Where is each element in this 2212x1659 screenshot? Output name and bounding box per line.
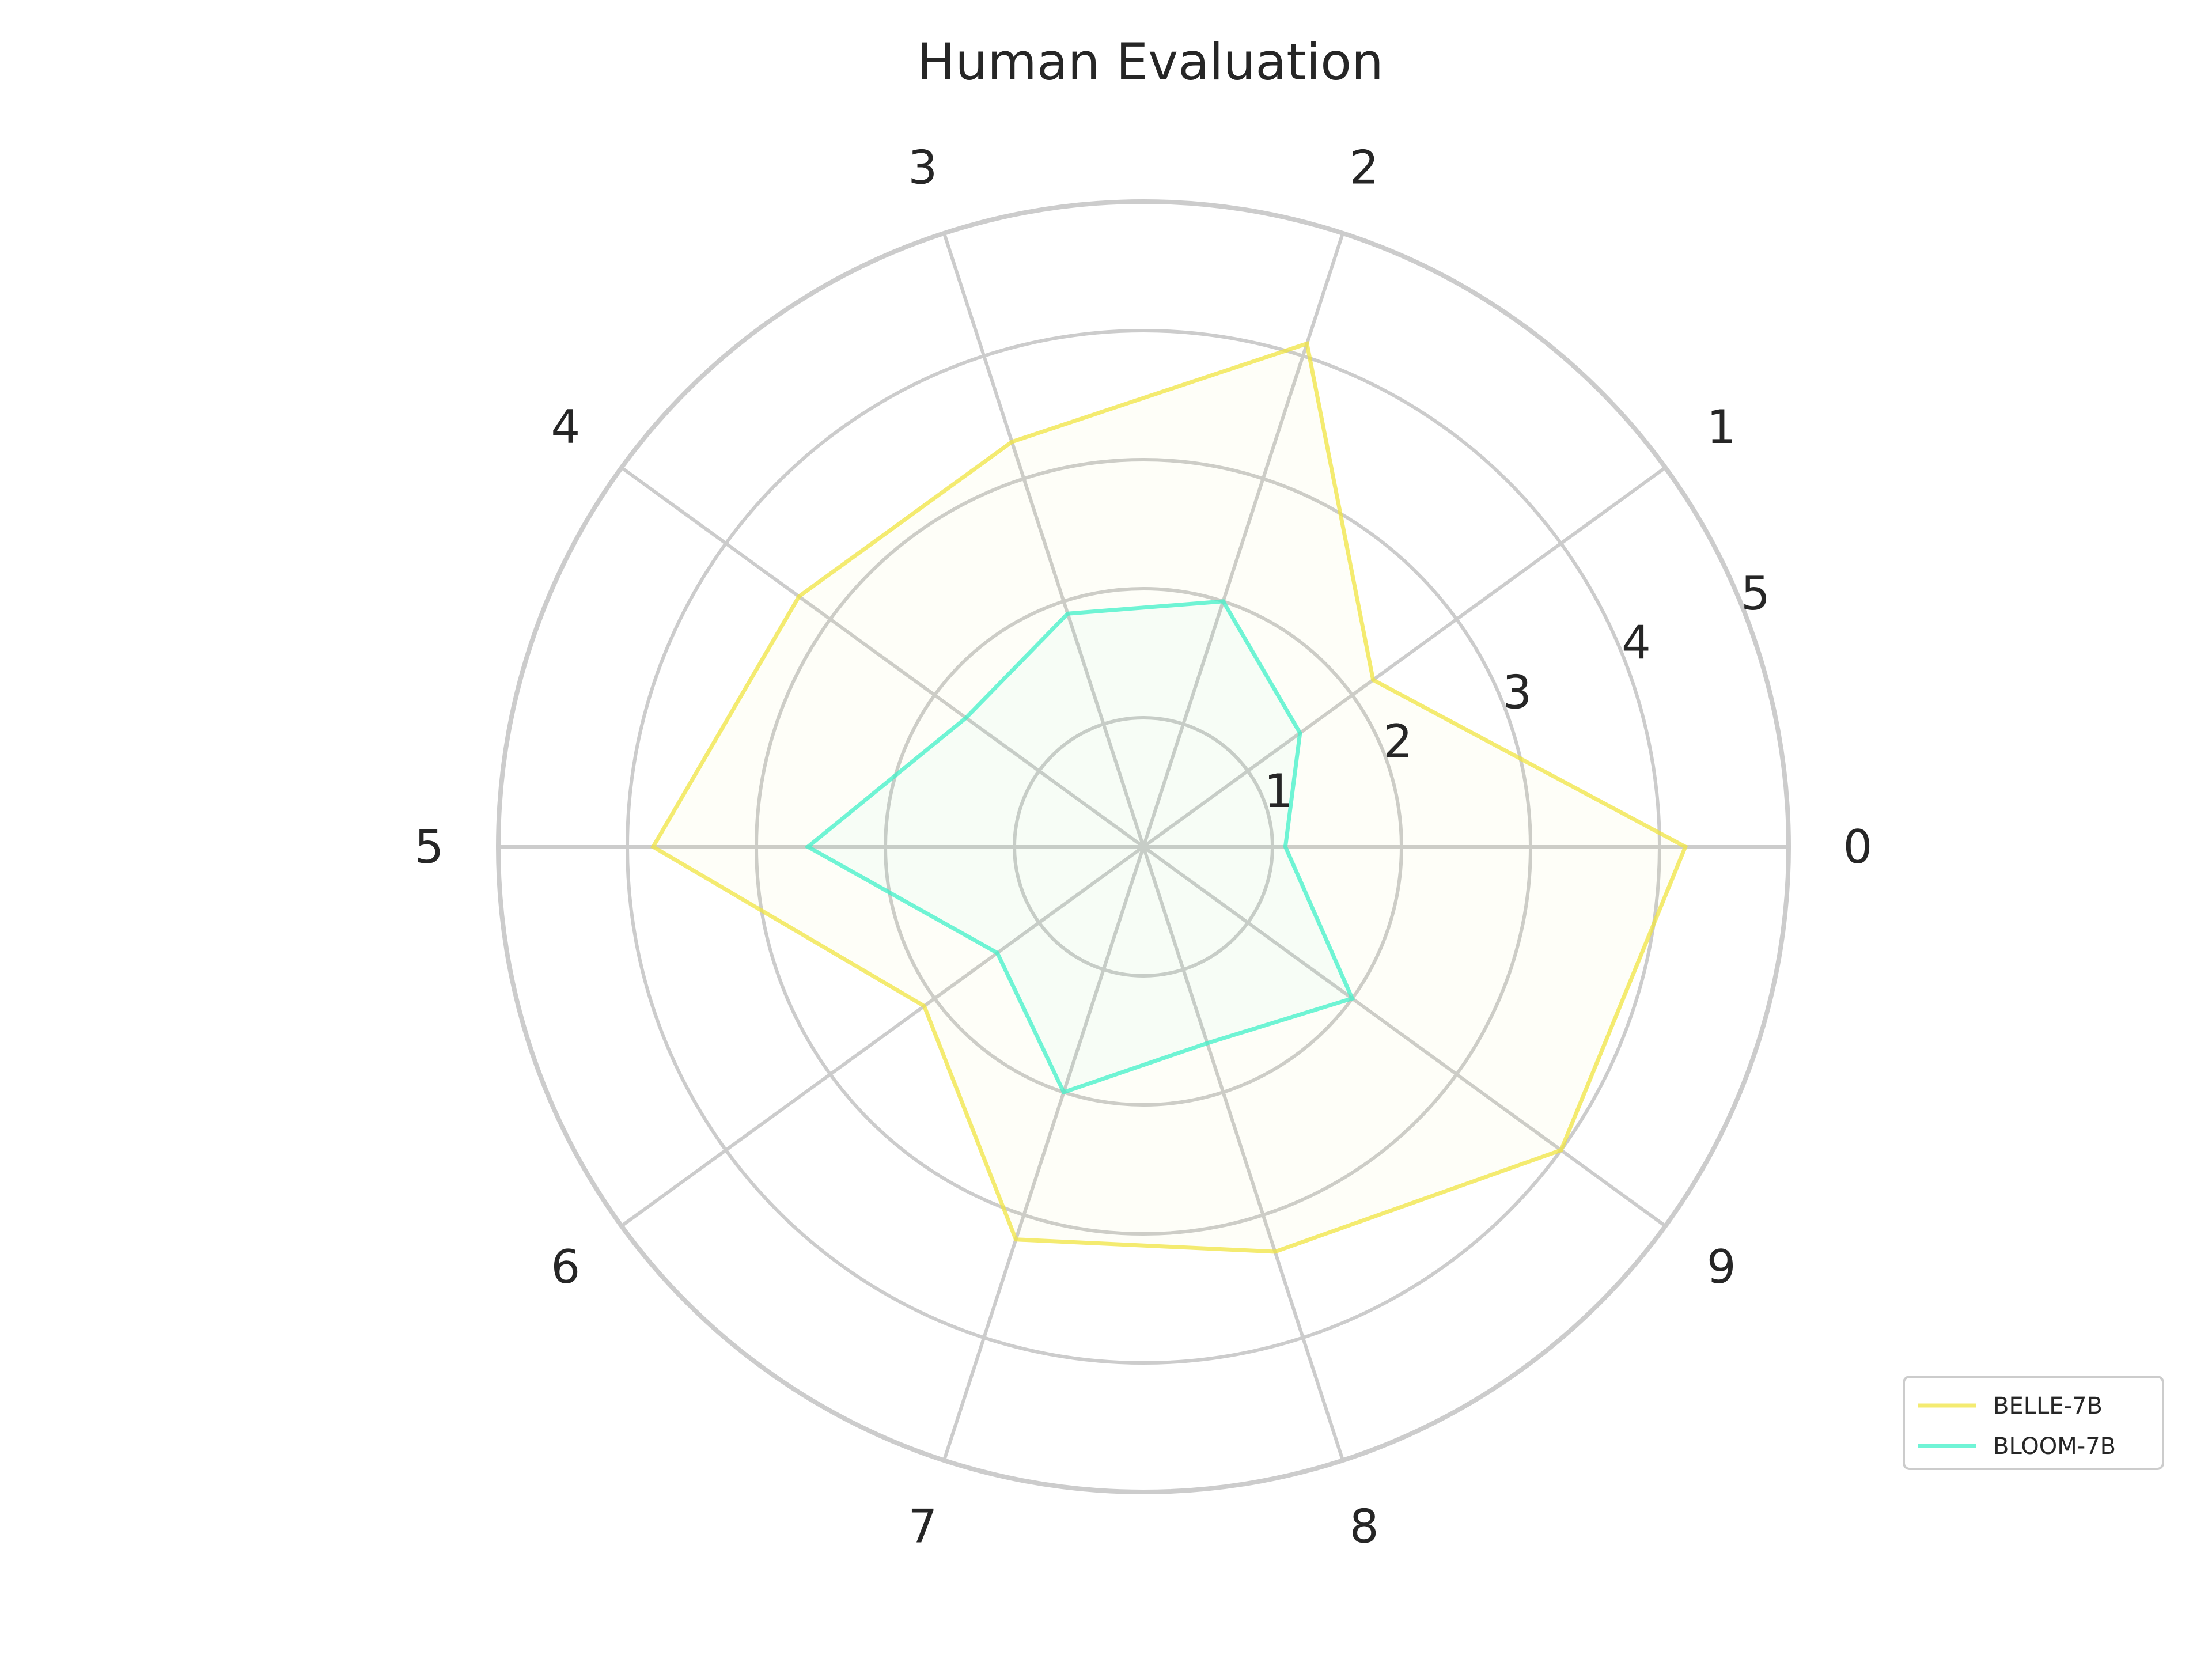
series-line-BELLE-7B xyxy=(650,340,1688,1254)
category-label-5: 5 xyxy=(415,820,444,874)
grid-spoke-6 xyxy=(620,845,1145,1228)
category-label-7: 7 xyxy=(908,1499,937,1553)
point-BELLE-7B-5 xyxy=(653,846,654,847)
point-BLOOM-7B-1 xyxy=(1300,733,1301,734)
radial-tick-3: 3 xyxy=(1502,665,1532,719)
grid-spoke-3 xyxy=(942,232,1145,847)
point-BLOOM-7B-2 xyxy=(1222,601,1224,602)
point-BELLE-7B-9 xyxy=(1560,1150,1562,1151)
category-label-6: 6 xyxy=(551,1240,580,1294)
point-BLOOM-7B-0 xyxy=(1285,846,1286,847)
category-label-9: 9 xyxy=(1707,1240,1736,1294)
radial-tick-2: 2 xyxy=(1383,715,1412,768)
radial-tick-5: 5 xyxy=(1741,567,1770,620)
legend: BELLE-7B BLOOM-7B xyxy=(1903,1376,2164,1470)
radial-tick-1: 1 xyxy=(1264,764,1293,818)
grid-spoke-4 xyxy=(620,466,1145,849)
legend-label-BLOOM-7B: BLOOM-7B xyxy=(1993,1433,2116,1460)
chart-title: Human Evaluation xyxy=(917,32,1384,92)
point-BELLE-7B-0 xyxy=(1685,846,1686,847)
category-label-8: 8 xyxy=(1350,1499,1379,1553)
category-label-3: 3 xyxy=(908,141,937,195)
grid-spoke-9 xyxy=(1142,845,1666,1228)
point-BLOOM-7B-7 xyxy=(1063,1092,1065,1093)
point-BELLE-7B-3 xyxy=(1012,441,1013,442)
point-BELLE-7B-4 xyxy=(798,596,800,597)
point-BLOOM-7B-5 xyxy=(808,846,809,847)
grid-spoke-8 xyxy=(1142,846,1344,1461)
series-fill-BELLE-7B xyxy=(653,343,1685,1252)
point-BELLE-7B-1 xyxy=(1373,679,1374,680)
grid-spoke-1 xyxy=(1142,466,1666,849)
grid-spoke-2 xyxy=(1142,232,1344,847)
category-label-1: 1 xyxy=(1707,400,1736,454)
category-labels: 0 1 2 3 4 5 6 7 8 9 xyxy=(415,141,1873,1554)
radial-tick-labels: 1 2 3 4 5 xyxy=(1264,567,1770,818)
point-BELLE-7B-8 xyxy=(1274,1251,1275,1252)
point-BLOOM-7B-4 xyxy=(965,717,967,718)
series-layer xyxy=(650,340,1688,1254)
radial-tick-4: 4 xyxy=(1622,616,1651,670)
point-BELLE-7B-2 xyxy=(1306,343,1308,344)
category-label-2: 2 xyxy=(1350,141,1379,195)
point-BLOOM-7B-9 xyxy=(1351,998,1353,999)
series-line-BLOOM-7B xyxy=(804,599,1355,1095)
series-fill-BLOOM-7B xyxy=(808,601,1353,1093)
point-BLOOM-7B-3 xyxy=(1067,613,1069,614)
point-BLOOM-7B-6 xyxy=(997,952,998,953)
grid-spoke-7 xyxy=(942,846,1145,1461)
point-BELLE-7B-6 xyxy=(923,1006,925,1007)
category-label-0: 0 xyxy=(1843,820,1873,874)
radar-grid xyxy=(496,199,1791,1494)
category-label-4: 4 xyxy=(551,400,580,454)
point-BLOOM-7B-8 xyxy=(1207,1043,1208,1044)
legend-label-BELLE-7B: BELLE-7B xyxy=(1993,1393,2103,1419)
point-BELLE-7B-7 xyxy=(1016,1239,1017,1240)
